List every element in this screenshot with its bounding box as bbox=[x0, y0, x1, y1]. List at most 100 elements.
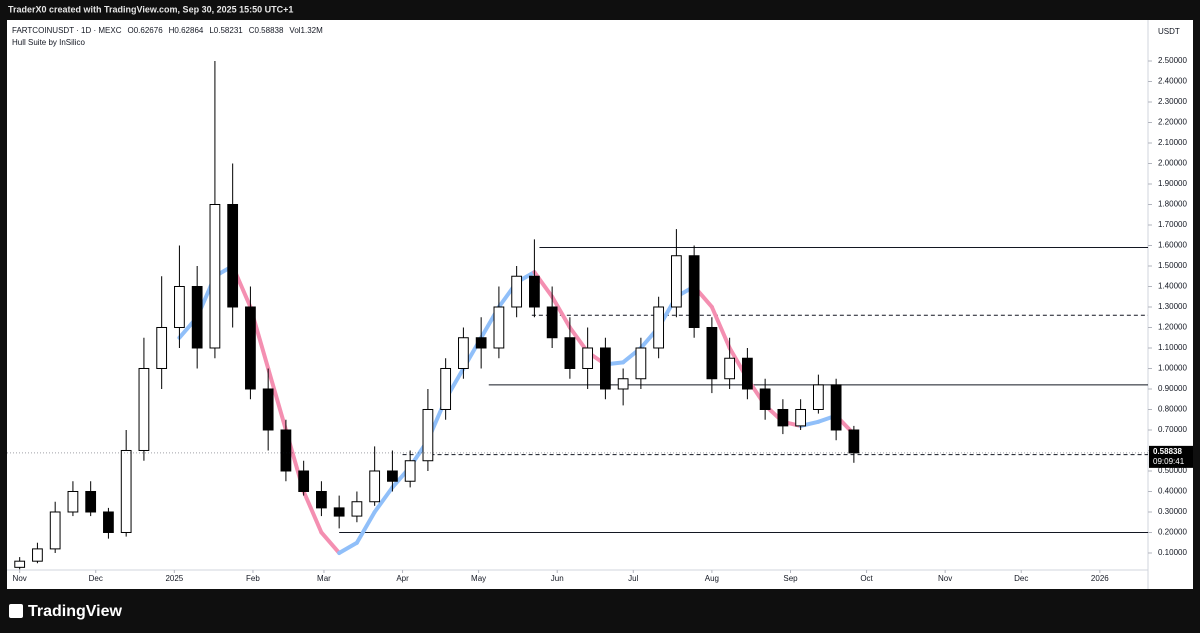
x-tick-label: Mar bbox=[317, 574, 331, 583]
candle-body bbox=[511, 275, 523, 308]
candle-body bbox=[85, 490, 97, 513]
hull-segment bbox=[709, 304, 732, 350]
x-tick-label: Oct bbox=[860, 574, 873, 583]
hull-segment bbox=[319, 530, 342, 555]
y-tick-label: 1.90000 bbox=[1158, 179, 1187, 188]
y-tick-label: 2.10000 bbox=[1158, 138, 1187, 147]
x-tick-label: Nov bbox=[13, 574, 27, 583]
candle-body bbox=[227, 203, 239, 308]
last-price-label: 0.58838 bbox=[1153, 447, 1182, 456]
logo-icon bbox=[9, 604, 23, 618]
candle-body bbox=[759, 388, 771, 410]
y-tick-label: 1.60000 bbox=[1158, 241, 1187, 250]
x-tick-label: Aug bbox=[705, 574, 719, 583]
y-tick-label: 2.50000 bbox=[1158, 56, 1187, 65]
candle-body bbox=[369, 470, 381, 503]
indicator-name: Hull Suite by InSilico bbox=[12, 38, 85, 47]
candle-body bbox=[422, 408, 434, 462]
hull-segment bbox=[301, 489, 324, 535]
ohlcv-value: C0.58838 bbox=[249, 26, 284, 35]
candle-body bbox=[156, 326, 168, 369]
y-tick-label: 0.80000 bbox=[1158, 405, 1187, 414]
ohlcv-value: L0.58231 bbox=[209, 26, 243, 35]
ohlcv-value: Vol1.32M bbox=[289, 26, 323, 35]
candle-body bbox=[546, 306, 558, 339]
y-tick-label: 1.00000 bbox=[1158, 364, 1187, 373]
candle-body bbox=[316, 490, 327, 509]
candle-body bbox=[724, 357, 736, 380]
brand: TradingView bbox=[9, 603, 123, 620]
x-tick-label: Jun bbox=[551, 574, 564, 583]
x-tick-label: Dec bbox=[1014, 574, 1028, 583]
candle-body bbox=[742, 357, 753, 390]
x-tick-label: Sep bbox=[783, 574, 798, 583]
countdown-label: 09:09:41 bbox=[1153, 457, 1185, 466]
hull-segment bbox=[372, 485, 395, 514]
candle-body bbox=[103, 511, 114, 533]
hull-segment bbox=[266, 366, 288, 432]
candle-body bbox=[209, 203, 221, 349]
y-tick-label: 1.80000 bbox=[1158, 200, 1187, 209]
axis-unit: USDT bbox=[1158, 27, 1180, 36]
y-tick-label: 0.30000 bbox=[1158, 507, 1187, 516]
candle-body bbox=[564, 337, 576, 369]
y-tick-label: 2.40000 bbox=[1158, 77, 1187, 86]
x-tick-label: Apr bbox=[396, 574, 409, 583]
candle-body bbox=[404, 460, 416, 482]
hull-segment bbox=[550, 294, 572, 330]
y-tick-label: 1.40000 bbox=[1158, 282, 1187, 291]
candle-body bbox=[174, 285, 185, 328]
candle-body bbox=[617, 378, 629, 390]
candle-body bbox=[191, 285, 203, 349]
candle-body bbox=[440, 367, 452, 410]
candle-body bbox=[280, 429, 292, 472]
y-tick-label: 0.70000 bbox=[1158, 425, 1187, 434]
candle-body bbox=[635, 347, 647, 380]
candle-body bbox=[475, 337, 487, 349]
candle-body bbox=[32, 548, 43, 562]
y-tick-label: 0.90000 bbox=[1158, 384, 1187, 393]
y-tick-label: 2.00000 bbox=[1158, 159, 1187, 168]
y-tick-label: 2.20000 bbox=[1158, 118, 1187, 127]
candle-body bbox=[387, 470, 398, 482]
chart-panel bbox=[7, 20, 1193, 589]
y-tick-label: 1.20000 bbox=[1158, 323, 1187, 332]
credit: TraderX0 created with TradingView.com, S… bbox=[8, 4, 293, 14]
candle-body bbox=[298, 470, 310, 492]
candle-body bbox=[777, 408, 789, 427]
last-price-tag bbox=[1149, 445, 1193, 468]
candle-body bbox=[120, 449, 132, 533]
hull-segment bbox=[354, 509, 377, 545]
candle-body bbox=[49, 511, 61, 550]
candle-body bbox=[333, 507, 345, 517]
x-tick-label: 2025 bbox=[165, 574, 183, 583]
y-tick-label: 1.50000 bbox=[1158, 261, 1187, 270]
candle-body bbox=[600, 347, 611, 390]
x-tick-label: Feb bbox=[246, 574, 260, 583]
candle-body bbox=[812, 384, 824, 410]
y-tick-label: 0.40000 bbox=[1158, 487, 1187, 496]
y-tick-label: 0.10000 bbox=[1158, 548, 1187, 557]
candle-body bbox=[671, 255, 682, 308]
candle-body bbox=[706, 326, 718, 380]
candle-body bbox=[245, 306, 256, 390]
ohlcv-value: H0.62864 bbox=[169, 26, 204, 35]
candle-body bbox=[138, 367, 150, 451]
y-tick-label: 0.50000 bbox=[1158, 466, 1187, 475]
candle-body bbox=[830, 384, 842, 431]
y-tick-label: 1.30000 bbox=[1158, 302, 1187, 311]
x-tick-label: Jul bbox=[628, 574, 638, 583]
candle-body bbox=[493, 306, 505, 349]
y-tick-label: 2.30000 bbox=[1158, 97, 1187, 106]
y-tick-label: 1.70000 bbox=[1158, 220, 1187, 229]
symbol: FARTCOINUSDT · 1D · MEXC bbox=[12, 26, 122, 35]
x-tick-label: May bbox=[471, 574, 486, 583]
candle-body bbox=[795, 408, 807, 427]
candle-body bbox=[14, 560, 26, 568]
candle-body bbox=[582, 347, 594, 369]
candle-body bbox=[351, 501, 363, 517]
hull-segment bbox=[337, 540, 359, 555]
x-tick-label: 2026 bbox=[1091, 574, 1109, 583]
candle-body bbox=[458, 337, 469, 369]
